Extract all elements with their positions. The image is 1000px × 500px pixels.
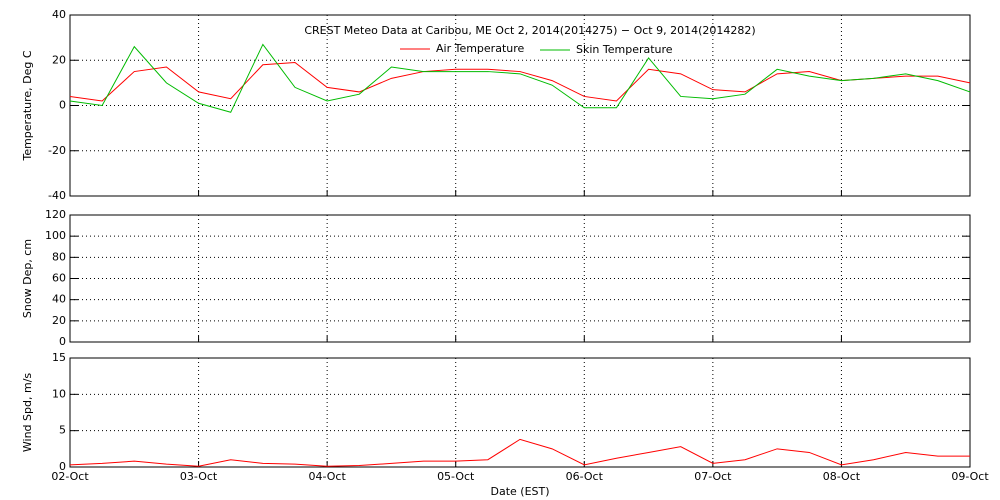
x-tick-label: 09-Oct (951, 470, 989, 483)
y-tick-label: 40 (52, 293, 66, 306)
legend-label: Skin Temperature (576, 43, 673, 56)
y-tick-label: 15 (52, 351, 66, 364)
y-tick-label: 60 (52, 272, 66, 285)
y-tick-label: 20 (52, 53, 66, 66)
chart-title: CREST Meteo Data at Caribou, ME Oct 2, 2… (304, 24, 755, 37)
x-axis-label: Date (EST) (490, 485, 549, 498)
series-line (69, 62, 971, 102)
y-tick-label: 0 (59, 335, 66, 348)
y-axis-label: Snow Dep, cm (21, 239, 34, 318)
x-tick-label: 06-Oct (566, 470, 604, 483)
y-tick-label: 0 (59, 99, 66, 112)
y-tick-label: -40 (48, 189, 66, 202)
y-tick-label: 120 (45, 208, 66, 221)
y-tick-label: 20 (52, 314, 66, 327)
y-tick-label: 5 (59, 424, 66, 437)
series-line (69, 438, 970, 467)
y-tick-label: 0 (59, 460, 66, 473)
x-tick-label: 08-Oct (823, 470, 861, 483)
y-tick-label: 10 (52, 387, 66, 400)
y-tick-label: 80 (52, 250, 66, 263)
x-tick-label: 03-Oct (180, 470, 218, 483)
x-tick-label: 02-Oct (51, 470, 89, 483)
x-tick-label: 05-Oct (437, 470, 475, 483)
y-tick-label: -20 (48, 144, 66, 157)
y-axis-label: Temperature, Deg C (21, 50, 34, 161)
x-tick-label: 04-Oct (308, 470, 346, 483)
y-tick-label: 100 (45, 229, 66, 242)
plot-frame (69, 357, 971, 468)
y-axis-label: Wind Spd, m/s (21, 373, 34, 453)
x-tick-label: 07-Oct (694, 470, 732, 483)
series-line (69, 43, 971, 113)
y-tick-label: 40 (52, 8, 66, 21)
legend-label: Air Temperature (436, 42, 525, 55)
